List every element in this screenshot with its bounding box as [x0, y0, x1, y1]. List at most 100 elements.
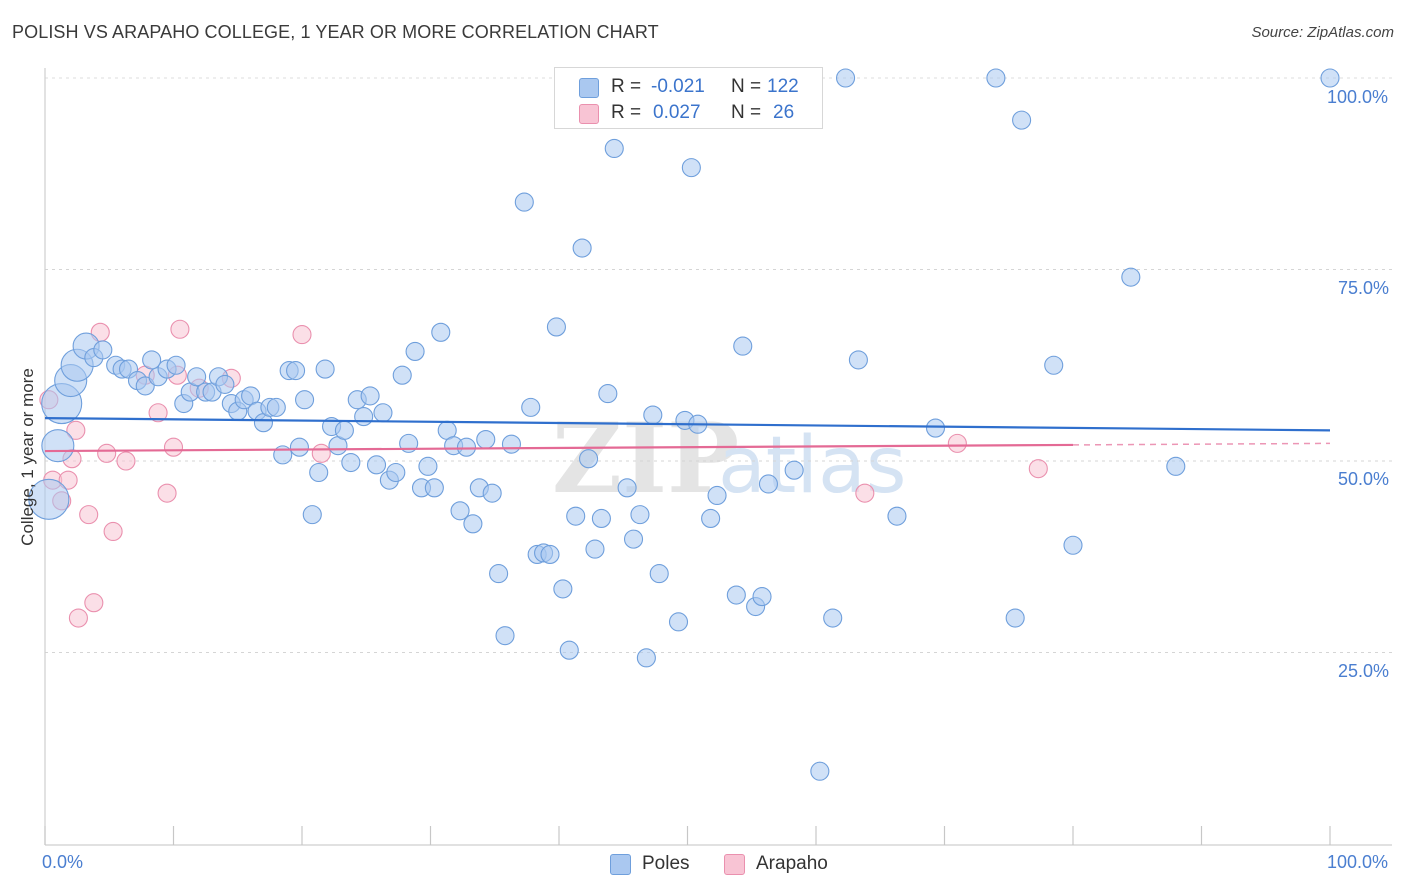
poles-point-19: [187, 367, 207, 387]
poles-point-12: [135, 376, 155, 396]
source-label: Source: ZipAtlas.com: [1251, 24, 1394, 41]
poles-point-66: [489, 564, 509, 584]
stats-legend: R = -0.021 N = 122 R = 0.027 N = 26: [554, 67, 823, 129]
poles-point-96: [707, 485, 727, 506]
poles-point-106: [836, 68, 856, 88]
poles-point-64: [476, 430, 496, 450]
poles-point-31: [266, 397, 286, 417]
poles-point-42: [334, 420, 354, 440]
poles-point-91: [668, 612, 689, 632]
poles-point-83: [604, 138, 624, 159]
poles-point-48: [373, 403, 393, 423]
poles-point-34: [286, 361, 306, 381]
poles-trend-line: [44, 417, 1331, 432]
poles-point-108: [887, 506, 907, 526]
arapaho-point-18: [170, 319, 190, 339]
poles-point-116: [1166, 456, 1186, 476]
poles-point-55: [418, 456, 438, 476]
n-label: N =: [731, 102, 762, 123]
legend-row-poles: R = -0.021 N = 122: [555, 74, 822, 102]
poles-point-1: [41, 429, 75, 463]
poles-point-84: [617, 478, 637, 498]
arapaho-point-8: [68, 608, 88, 628]
poles-point-7: [93, 340, 113, 360]
arapaho-point-24: [947, 433, 967, 453]
poles-point-88: [643, 405, 663, 425]
y-tick-label-75: 75.0%: [1338, 278, 1390, 298]
arapaho-point-25: [1028, 459, 1048, 479]
poles-point-81: [591, 508, 611, 529]
n-label: N =: [731, 76, 762, 97]
r-value-arapaho: 0.027: [653, 102, 701, 123]
arapaho-point-23: [855, 483, 875, 503]
poles-point-69: [514, 192, 534, 212]
legend-arapaho-label: Arapaho: [756, 853, 828, 874]
arapaho-point-7: [84, 593, 104, 613]
n-value-arapaho: 26: [773, 102, 795, 123]
poles-point-37: [302, 505, 322, 525]
poles-point-95: [701, 508, 721, 529]
poles-point-47: [366, 455, 387, 475]
series-legend: Poles Arapaho: [0, 852, 1406, 878]
poles-point-0: [28, 478, 70, 520]
poles-point-117: [1320, 68, 1340, 88]
poles-point-76: [559, 640, 579, 660]
arapaho-point-5: [66, 420, 86, 440]
y-tick-label-100: 100.0%: [1327, 87, 1389, 107]
poles-point-97: [726, 585, 746, 605]
legend-row-arapaho: R = 0.027 N = 26: [555, 101, 822, 129]
poles-point-89: [649, 564, 669, 584]
watermark-atlas: atlas: [718, 421, 907, 511]
poles-point-101: [752, 587, 772, 607]
poles-point-65: [482, 483, 502, 503]
poles-point-112: [1012, 110, 1032, 130]
poles-point-87: [636, 648, 656, 668]
poles-point-105: [823, 608, 843, 628]
poles-point-45: [354, 407, 374, 427]
arapaho-point-14: [148, 403, 168, 423]
chart-title: POLISH VS ARAPAHO COLLEGE, 1 YEAR OR MOR…: [12, 22, 659, 42]
arapaho-swatch: [579, 104, 599, 124]
poles-point-86: [630, 505, 650, 525]
poles-point-75: [553, 579, 573, 599]
poles-point-57: [431, 322, 451, 342]
poles-point-68: [501, 434, 522, 454]
legend-poles-swatch: [610, 854, 631, 875]
poles-point-85: [623, 529, 644, 549]
poles-point-60: [450, 501, 470, 521]
poles-point-50: [386, 462, 406, 483]
poles-point-74: [546, 317, 566, 337]
arapaho-point-11: [103, 521, 123, 542]
poles-point-35: [289, 437, 309, 457]
arapaho-trend-extension: [1072, 442, 1331, 446]
arapaho-point-16: [163, 437, 184, 457]
poles-point-51: [392, 365, 412, 385]
poles-point-82: [598, 384, 618, 404]
poles-point-67: [495, 626, 515, 646]
arapaho-point-6: [79, 505, 99, 525]
poles-point-93: [681, 158, 701, 178]
poles-point-109: [925, 418, 946, 438]
r-value-poles: -0.021: [651, 76, 705, 97]
poles-point-61: [456, 437, 477, 457]
x-tick-label-max: 100.0%: [1327, 852, 1389, 872]
poles-point-104: [810, 761, 830, 781]
poles-point-111: [1005, 608, 1025, 628]
poles-point-70: [521, 397, 541, 417]
poles-point-36: [295, 390, 315, 410]
poles-point-16: [166, 355, 186, 375]
poles-point-114: [1063, 535, 1083, 555]
poles-point-80: [585, 539, 605, 559]
poles-point-23: [215, 374, 235, 394]
y-axis-label: College, 1 year or more: [18, 368, 37, 546]
poles-point-77: [566, 506, 586, 526]
poles-point-78: [572, 238, 592, 258]
poles-point-46: [360, 386, 380, 406]
poles-point-73: [540, 544, 560, 565]
arapaho-trend-line: [44, 443, 1074, 453]
poles-point-13: [142, 350, 162, 370]
r-label: R =: [611, 102, 642, 123]
arapaho-point-21: [292, 325, 312, 345]
arapaho-point-22: [311, 443, 331, 463]
legend-poles-label: Poles: [642, 853, 690, 874]
